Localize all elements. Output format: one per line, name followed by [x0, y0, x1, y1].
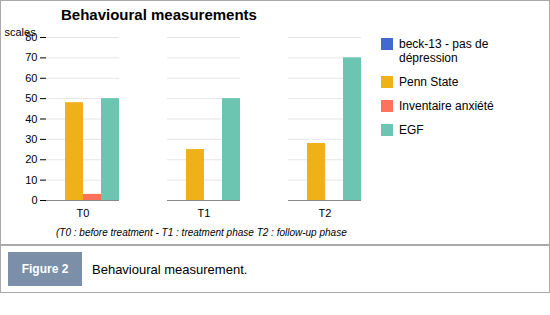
- html-text:EGF: EGF: [399, 123, 424, 137]
- html-text:(T0 : before treatment - T1 :: (T0 : before treatment - T1 : treatment …: [56, 227, 347, 238]
- html-text:beck-13 - pas de dépression: beck-13 - pas de dépression: [399, 37, 489, 65]
- svg-text:T1: T1: [198, 207, 211, 219]
- html-text:Behavioural measurement.: Behavioural measurement.: [92, 261, 248, 277]
- html-text:Penn State: Penn State: [399, 75, 459, 89]
- svg-text:60: 60: [25, 72, 37, 84]
- svg-text:0: 0: [31, 194, 37, 206]
- svg-text:30: 30: [25, 133, 37, 145]
- html-text:Behavioural measurements: Behavioural measurements: [61, 6, 257, 23]
- svg-text:scales: scales: [5, 26, 37, 38]
- html-text:Figure 2: Figure 2: [21, 262, 69, 276]
- svg-text:50: 50: [25, 92, 37, 104]
- svg-text:T0: T0: [77, 207, 90, 219]
- svg-text:40: 40: [25, 113, 37, 125]
- svg-text:10: 10: [25, 174, 37, 186]
- svg-text:20: 20: [25, 153, 37, 165]
- svg-text:T2: T2: [319, 207, 332, 219]
- svg-text:70: 70: [25, 51, 37, 63]
- html-text:Inventaire anxiété: Inventaire anxiété: [399, 99, 494, 113]
